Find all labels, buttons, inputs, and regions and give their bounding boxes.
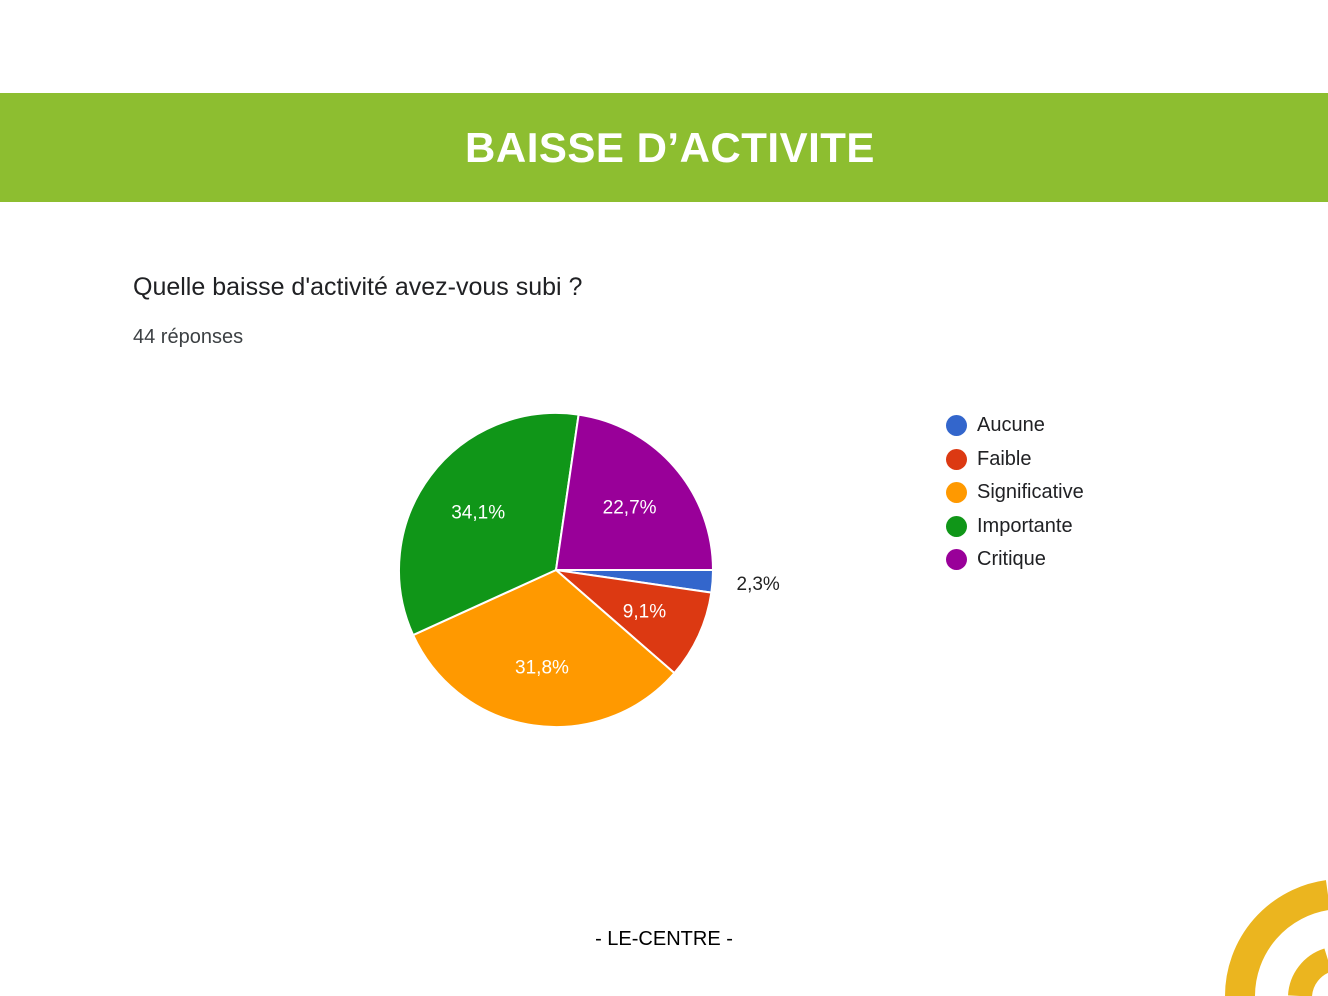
pie-slice-importante — [398, 412, 580, 637]
pie-slice-significative — [411, 568, 676, 728]
legend-swatch-significative — [946, 482, 967, 504]
pie-label-significative: 31,8% — [515, 657, 569, 678]
legend-swatch-critique — [946, 549, 967, 571]
header-banner: BAISSE D’ACTIVITE — [0, 93, 1328, 202]
footer-text: - LE-CENTRE - — [595, 928, 733, 950]
legend-swatch-faible — [946, 448, 967, 470]
pie-label-critique: 22,7% — [603, 497, 657, 518]
legend-item-importante: Importante — [946, 510, 1084, 544]
pie-label-aucune: 2,3% — [737, 574, 780, 595]
pie-label-faible: 9,1% — [623, 602, 666, 623]
legend-label-importante: Importante — [977, 514, 1073, 537]
page-title: BAISSE D’ACTIVITE — [465, 123, 875, 171]
response-count: 44 réponses — [133, 326, 244, 348]
legend-item-significative: Significative — [946, 476, 1084, 510]
question-title: Quelle baisse d'activité avez-vous subi … — [133, 273, 583, 301]
legend-swatch-importante — [946, 515, 967, 537]
legend-label-faible: Faible — [977, 447, 1032, 470]
pie-slice-faible — [552, 568, 713, 675]
pie-slice-critique — [554, 413, 715, 571]
legend-swatch-aucune — [946, 415, 967, 437]
legend-item-aucune: Aucune — [946, 409, 1084, 443]
legend-label-significative: Significative — [977, 481, 1084, 504]
legend-item-faible: Faible — [946, 443, 1084, 477]
legend-label-aucune: Aucune — [977, 414, 1045, 437]
corner-arc-decoration — [1225, 880, 1328, 996]
legend-label-critique: Critique — [977, 548, 1046, 571]
chart-legend: Aucune Faible Significative Importante Criti… — [946, 409, 1084, 577]
pie-label-importante: 34,1% — [451, 503, 505, 524]
legend-item-critique: Critique — [946, 543, 1084, 577]
